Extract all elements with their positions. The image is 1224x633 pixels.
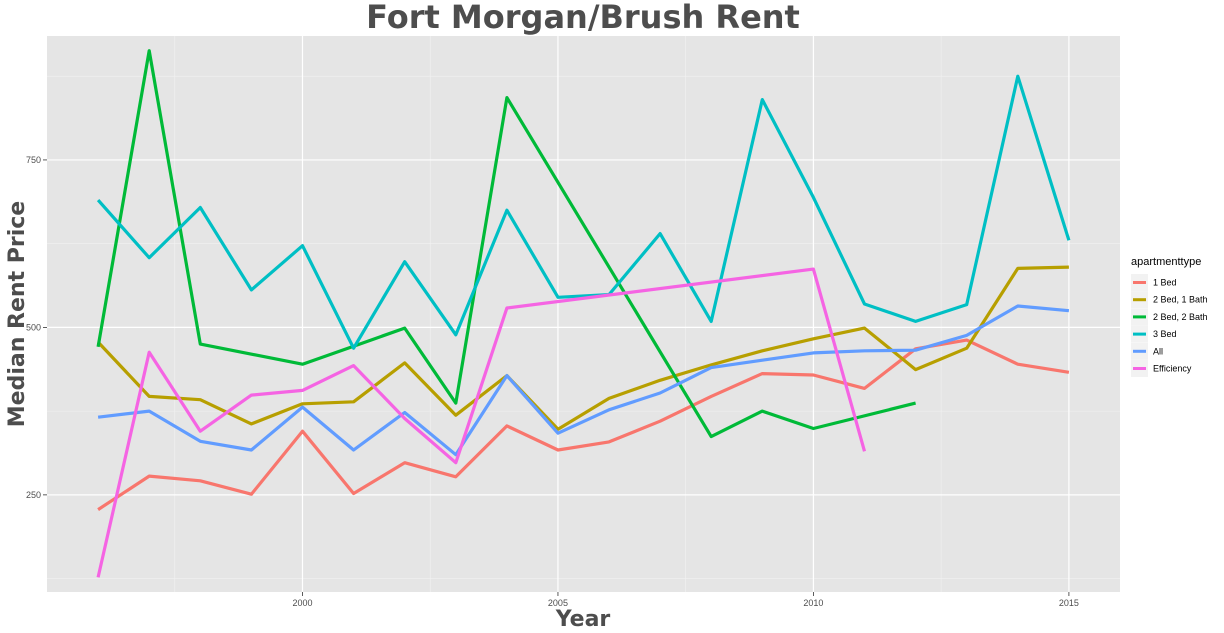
y-tick-label: 500: [26, 322, 41, 332]
y-tick-label: 250: [26, 490, 41, 500]
legend-label-5: Efficiency: [1153, 364, 1192, 374]
plot-panel: [47, 36, 1120, 592]
series-line-3: [96, 74, 1071, 350]
y-axis-title: Median Rent Price: [5, 201, 30, 427]
legend-label-3: 3 Bed: [1153, 329, 1177, 339]
x-tick-label: 2010: [803, 598, 823, 608]
y-axis-ticks: 250 500 750: [26, 155, 47, 500]
x-tick-label: 2000: [292, 598, 312, 608]
grid-major: [47, 36, 1120, 592]
x-axis-ticks: 2000 2005 2010 2015: [292, 592, 1079, 608]
series-line-0: [97, 338, 1070, 511]
legend-label-4: All: [1153, 346, 1163, 356]
y-tick-label: 750: [26, 155, 41, 165]
legend-label-2: 2 Bed, 2 Bath: [1153, 312, 1208, 322]
series-line-1: [96, 265, 1069, 431]
series-line-2: [96, 49, 916, 439]
series-line-4: [97, 304, 1070, 457]
x-tick-label: 2015: [1059, 598, 1079, 608]
legend-label-0: 1 Bed: [1153, 278, 1177, 288]
legend: apartmenttype 1 Bed 2 Bed, 1 Bath 2 Bed, 2…: [1131, 256, 1208, 377]
chart-title: Fort Morgan/Brush Rent: [366, 0, 800, 36]
x-axis-title: Year: [555, 607, 611, 632]
series-line-5: [96, 267, 867, 578]
x-tick-label: 2005: [548, 598, 568, 608]
series-lines: [96, 49, 1071, 578]
legend-title: apartmenttype: [1131, 256, 1201, 268]
legend-label-1: 2 Bed, 1 Bath: [1153, 295, 1208, 305]
